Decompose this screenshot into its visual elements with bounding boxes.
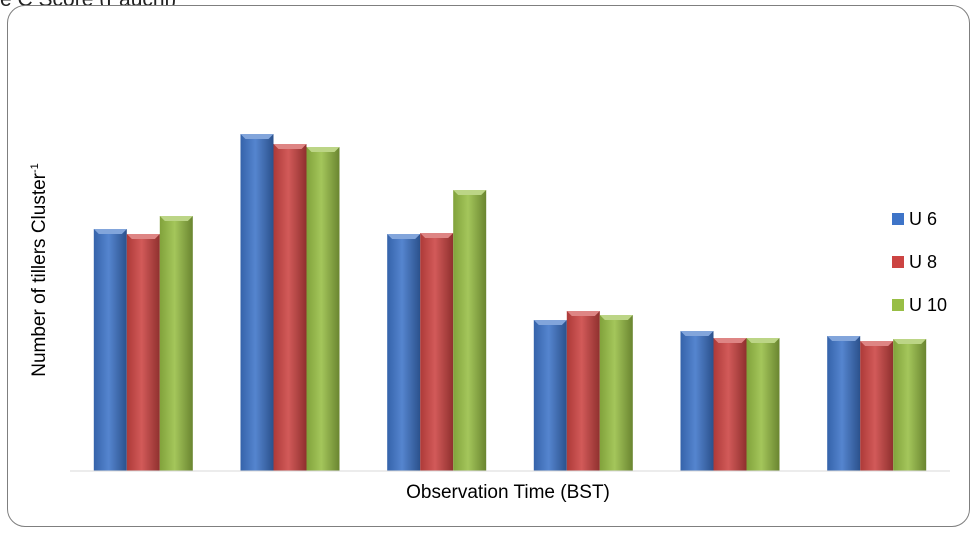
bar-u10-group-6	[893, 339, 927, 471]
bar-cap	[126, 234, 160, 239]
legend-label: U 10	[909, 294, 948, 315]
bar-u10-group-3	[453, 190, 487, 471]
bar-cap	[533, 320, 567, 325]
legend-label: U 8	[909, 251, 938, 272]
bar-cap	[159, 216, 193, 221]
bar-cap	[306, 147, 340, 152]
bar-u8-group-5	[713, 338, 747, 471]
bar-u8-group-1	[126, 234, 160, 471]
bar-cap	[240, 134, 274, 139]
bar-u8-group-4	[566, 311, 600, 471]
legend-swatch	[892, 299, 904, 311]
bar-cap	[713, 338, 747, 343]
bar-u8-group-6	[860, 341, 894, 471]
bar-u8-group-3	[420, 233, 454, 471]
bar-u6-group-2	[240, 134, 274, 471]
bar-u6-group-4	[533, 320, 567, 471]
bar-cap	[680, 331, 714, 336]
bar-u10-group-5	[746, 338, 780, 471]
bar-cap	[273, 144, 307, 149]
bar-u6-group-3	[387, 234, 421, 471]
bar-u10-group-1	[159, 216, 193, 471]
y-axis-label: Number of tillers Cluster-1	[28, 163, 51, 377]
legend-label: U 6	[909, 208, 938, 229]
bar-u10-group-4	[599, 315, 633, 471]
bar-u10-group-2	[306, 147, 340, 471]
bar-cap	[93, 229, 127, 234]
legend-swatch	[892, 213, 904, 225]
bar-u6-group-1	[93, 229, 127, 471]
bar-u6-group-6	[827, 336, 861, 471]
bar-cap	[566, 311, 600, 316]
legend-item-u8: U 8	[892, 251, 947, 273]
bar-cap	[387, 234, 421, 239]
bar-cap	[746, 338, 780, 343]
legend-item-u10: U 10	[892, 294, 947, 316]
x-axis-label: Observation Time (BST)	[406, 482, 610, 503]
bar-cap	[599, 315, 633, 320]
bar-cap	[893, 339, 927, 344]
legend: U 6 U 8 U 10	[892, 208, 947, 337]
bar-cap	[420, 233, 454, 238]
bar-u6-group-5	[680, 331, 714, 471]
bar-u8-group-2	[273, 144, 307, 471]
legend-swatch	[892, 256, 904, 268]
bar-cap	[827, 336, 861, 341]
bar-cap	[860, 341, 894, 346]
bar-cap	[453, 190, 487, 195]
legend-item-u6: U 6	[892, 208, 947, 230]
